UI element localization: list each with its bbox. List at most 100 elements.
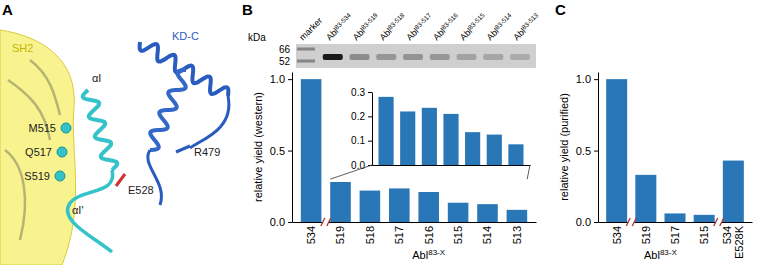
lane-label-sup: 83-514 <box>493 11 513 31</box>
tick-label-line: 517 <box>669 226 681 244</box>
structure-label: M515 <box>28 122 56 134</box>
lane-label: Abl83-515 <box>457 11 488 42</box>
lane-label: marker <box>297 16 324 43</box>
y-axis: 0.00.10.20.3 <box>351 87 372 171</box>
lane-label: Abl83-514 <box>484 11 515 42</box>
bars <box>606 79 744 222</box>
tick-mark <box>594 79 598 80</box>
bar <box>508 144 523 165</box>
bar <box>360 191 381 222</box>
axis-line <box>598 73 599 223</box>
structure-label: αI' <box>72 204 84 216</box>
tick-label: 516 <box>423 226 435 244</box>
tick: 517 <box>669 226 681 244</box>
tick-label: 1.0 <box>270 73 285 85</box>
tick-label: 513 <box>511 226 523 244</box>
tick-label: 514 <box>481 226 493 244</box>
tick-label: 0.1 <box>351 135 365 146</box>
blot-band <box>430 54 450 60</box>
bar <box>723 161 744 222</box>
tick: 519 <box>640 226 652 244</box>
tick: 518 <box>364 226 376 244</box>
tick-label: 519 <box>334 226 346 244</box>
inset-connector <box>330 165 372 179</box>
tick-label: 534E528K <box>721 225 745 259</box>
residue-stick <box>116 174 125 186</box>
tick-mark <box>368 92 372 93</box>
structure-label: KD-C <box>172 30 199 42</box>
lane-label-sup: 83-513 <box>520 11 540 31</box>
axis-line <box>372 93 373 166</box>
tick-mark <box>288 79 292 80</box>
tick-label: 0.5 <box>270 145 285 157</box>
tick-label: 517 <box>393 226 405 244</box>
tick-label: 1.0 <box>576 73 591 85</box>
structure-label: S519 <box>24 170 50 182</box>
tick-label: 0.0 <box>270 216 285 228</box>
marker-label: 52 <box>279 56 291 67</box>
lane-label-sup: 83-516 <box>440 11 460 31</box>
blot-units: kDa <box>248 32 266 43</box>
lane-label-sup: 83-518 <box>386 11 406 31</box>
tick-label-line: E528K <box>733 225 745 259</box>
bar <box>330 182 351 222</box>
y-axis: 0.00.51.0 <box>576 73 599 229</box>
bar <box>465 132 480 165</box>
axis-break-mark <box>626 218 636 226</box>
structure-label: R479 <box>194 146 220 158</box>
panel-label: A <box>2 1 13 18</box>
residue-sphere <box>57 147 67 157</box>
bar <box>443 114 458 165</box>
figure-container: ABCSH2αIKD-CM515Q517S519R479E528αI'marke… <box>0 0 765 265</box>
bars <box>301 79 527 222</box>
lane-label-text: marker <box>297 16 324 43</box>
tick-label: 0.0 <box>351 160 365 171</box>
tick-label-line: 515 <box>452 226 464 244</box>
tick-label: 0.0 <box>576 216 591 228</box>
sh2-surface <box>0 30 76 265</box>
axis-title-text: Abl <box>644 249 660 261</box>
tick-label-line: 534 <box>305 226 317 244</box>
residue-sphere <box>61 123 71 133</box>
tick-label: 517 <box>669 226 681 244</box>
tick: 0.0 <box>576 216 598 228</box>
inset-connector <box>527 165 530 179</box>
chart: 0.00.10.20.3 <box>351 87 530 171</box>
tick: 0.3 <box>351 87 372 98</box>
bar <box>301 79 322 222</box>
tick-label-line: 519 <box>640 226 652 244</box>
bar <box>487 135 502 165</box>
lane-label-sup: 83-517 <box>413 11 433 31</box>
lane-label: Abl83-519 <box>350 11 381 42</box>
tick: 513 <box>511 226 523 244</box>
tick-label-line: 518 <box>364 226 376 244</box>
y-axis: 0.0 0.5 1.0 <box>270 73 293 229</box>
blot-band <box>376 54 396 60</box>
tick: 0.5 <box>270 145 292 157</box>
tick-label-line: 513 <box>511 226 523 244</box>
tick: 514 <box>481 226 493 244</box>
lane-label-sup: 83-515 <box>467 11 487 31</box>
tick-label-line: 516 <box>423 226 435 244</box>
tick: 516 <box>423 226 435 244</box>
lane-label: Abl83-518 <box>377 11 408 42</box>
marker-band <box>297 48 315 51</box>
tick-label-line: 515 <box>698 226 710 244</box>
tick: 519 <box>334 226 346 244</box>
bar <box>635 175 656 222</box>
bar <box>378 97 393 165</box>
axis-break <box>321 218 331 226</box>
axis-break <box>714 218 724 226</box>
marker-label: 66 <box>279 44 291 55</box>
x-axis: 534 519 518 517 516 515 514 513 <box>293 223 537 245</box>
sh2-strand <box>5 150 25 240</box>
sh2-strand <box>30 60 60 115</box>
figure: ABCSH2αIKD-CM515Q517S519R479E528αI'marke… <box>0 0 765 265</box>
panel-label: C <box>555 1 566 18</box>
lane-label: Abl83-513 <box>511 11 542 42</box>
tick-label: 534 <box>305 226 317 244</box>
kd-loop <box>148 96 229 205</box>
blot-background <box>296 44 536 68</box>
tick-label-line: 534 <box>721 226 733 244</box>
tick-label-line: 514 <box>481 226 493 244</box>
